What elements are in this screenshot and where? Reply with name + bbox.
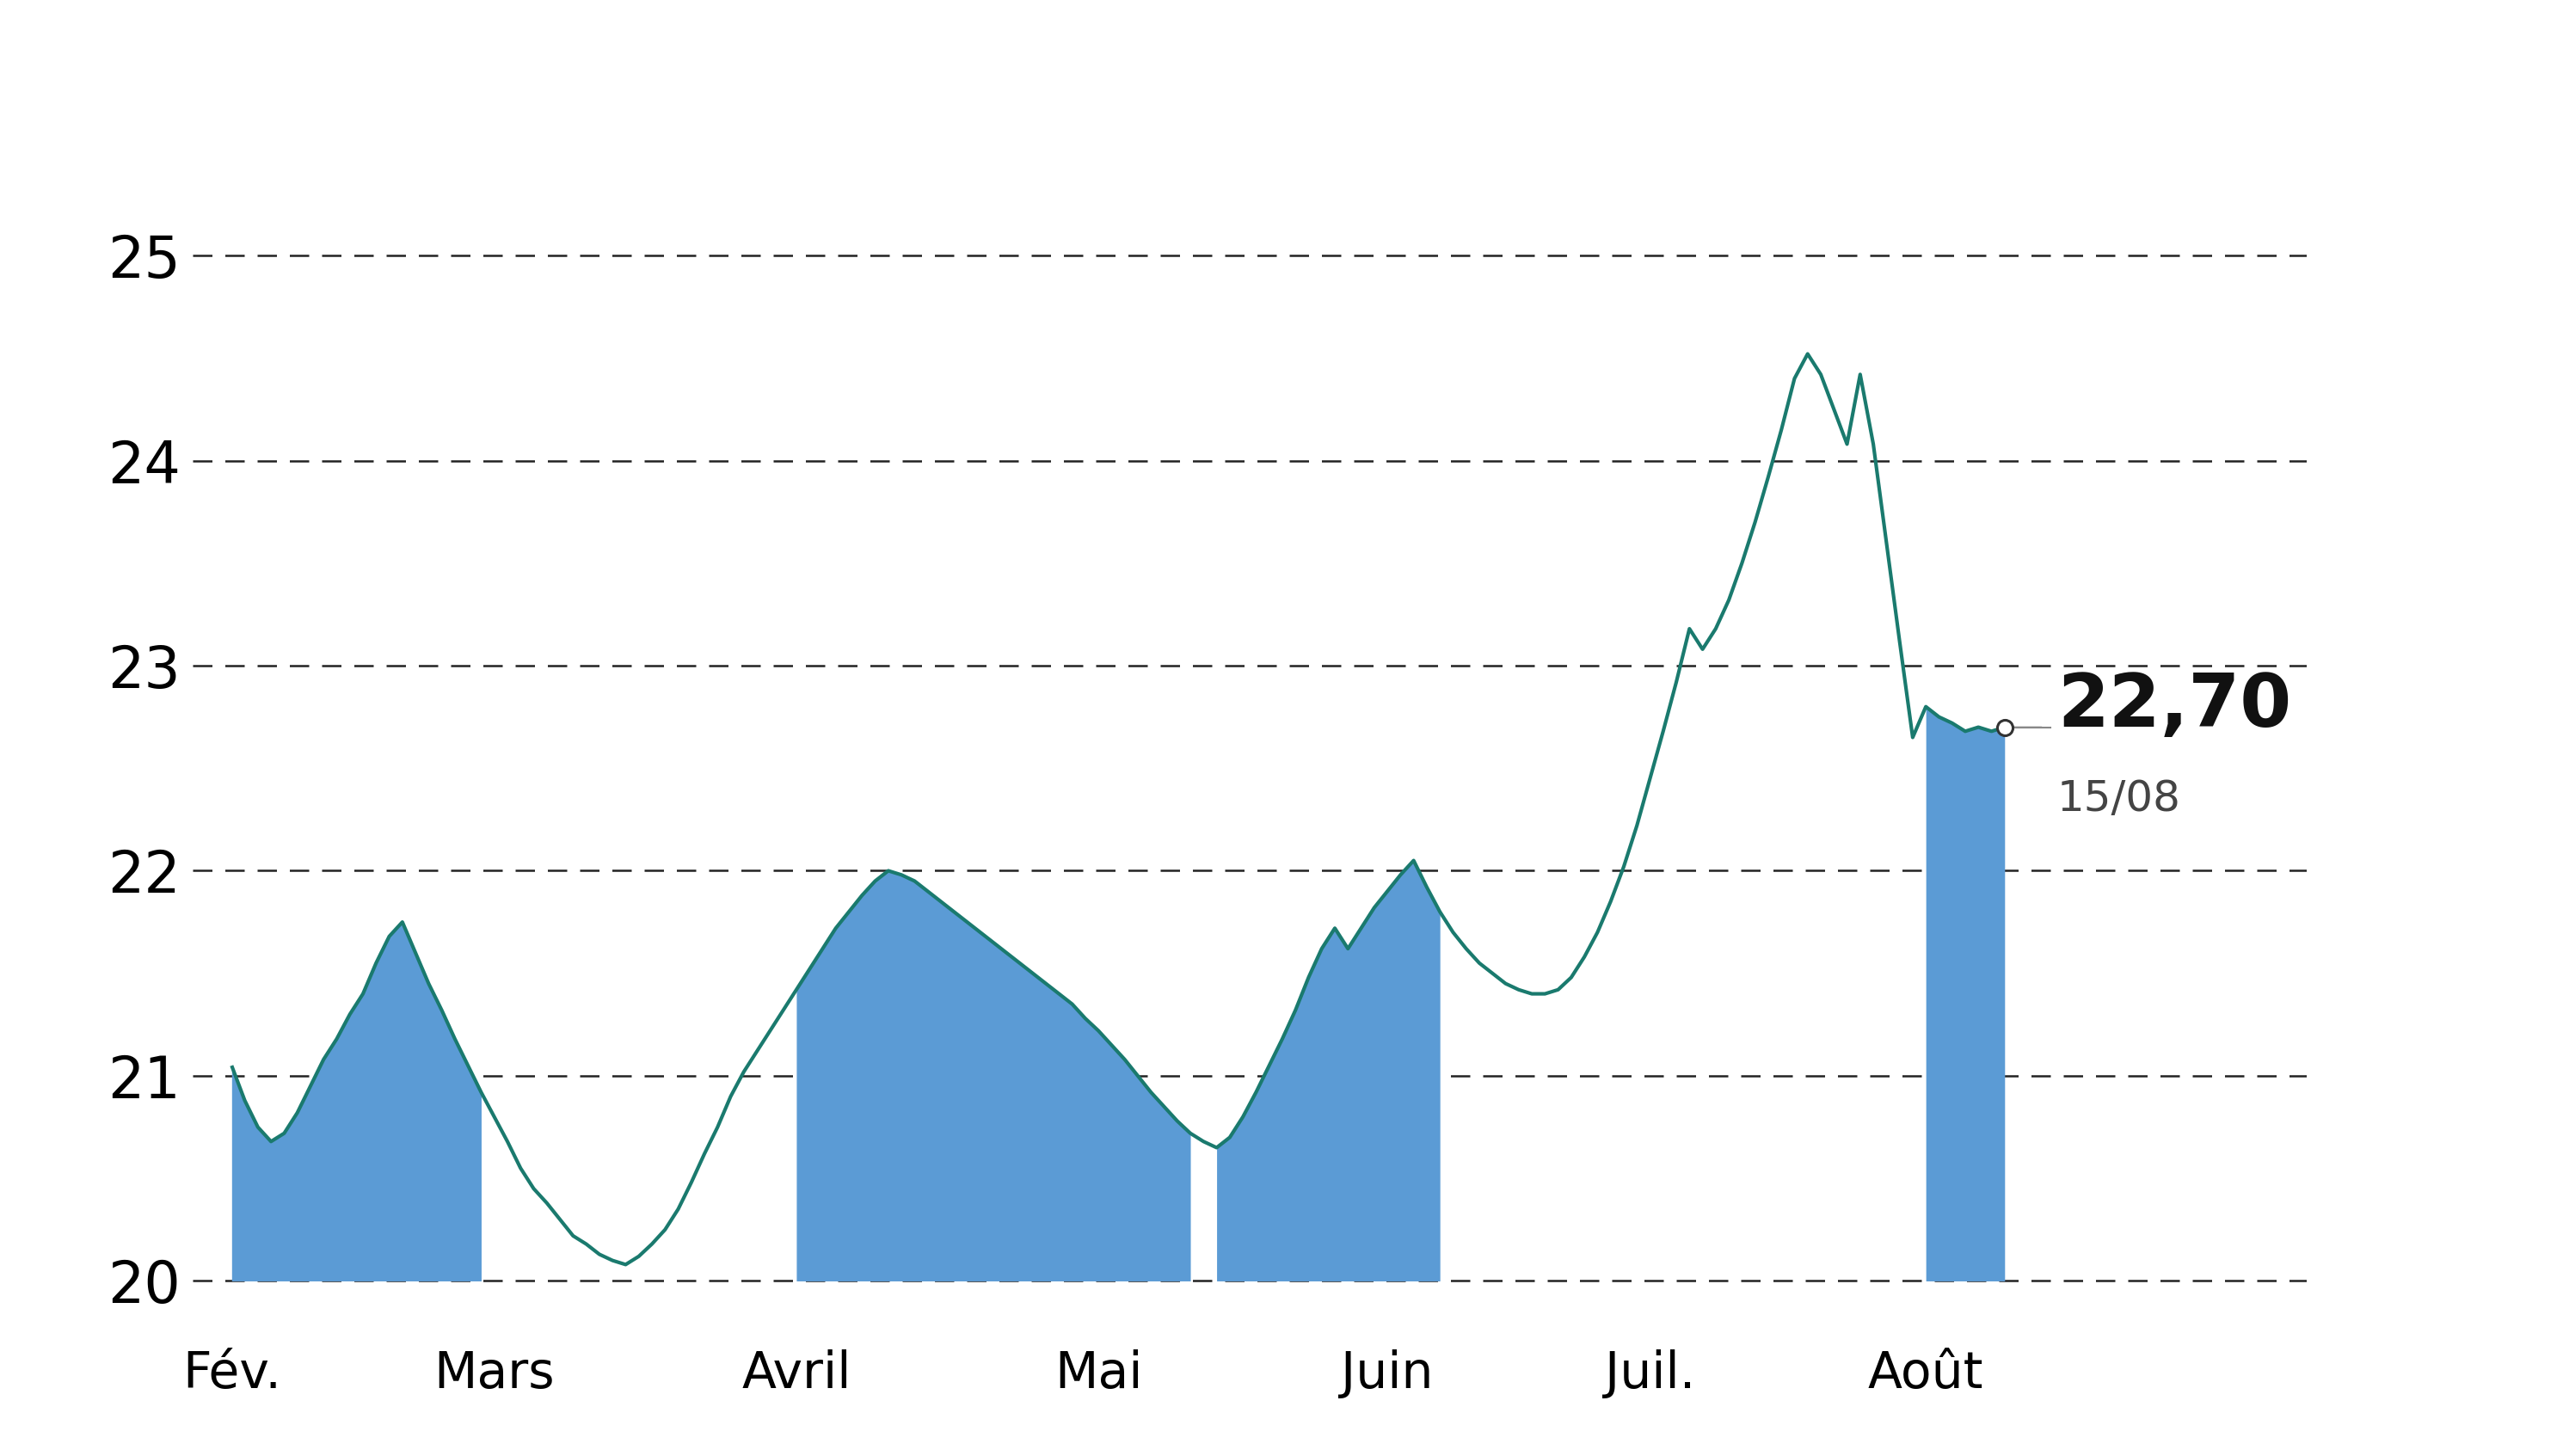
Text: 15/08: 15/08 [2058,779,2181,820]
Text: TIKEHAU CAPITAL: TIKEHAU CAPITAL [810,19,1753,112]
Text: 22,70: 22,70 [2058,671,2291,743]
